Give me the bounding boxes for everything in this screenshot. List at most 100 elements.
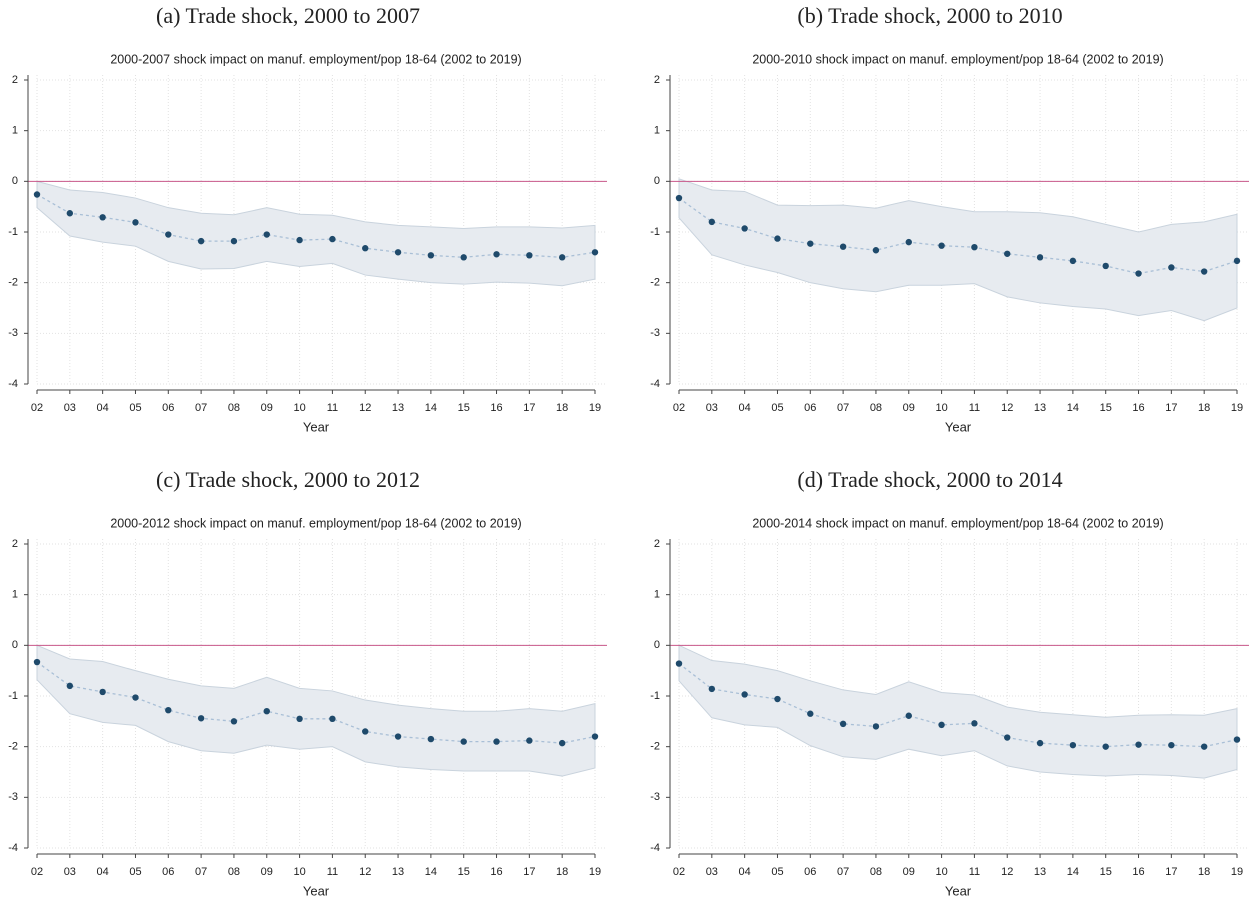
- x-tick-label: 02: [31, 402, 43, 414]
- y-tick-label: 2: [12, 74, 18, 86]
- x-tick-label: 19: [1231, 402, 1243, 414]
- x-tick-label: 03: [64, 866, 76, 878]
- x-tick-label: 17: [1165, 402, 1177, 414]
- estimate-point: [675, 660, 683, 667]
- panel-caption: (a) Trade shock, 2000 to 2007: [156, 3, 420, 28]
- confidence-band: [36, 180, 596, 287]
- x-tick-label: 05: [771, 866, 783, 878]
- y-tick-label: -4: [8, 378, 18, 390]
- estimate-point: [394, 733, 402, 740]
- y-tick-label: -3: [8, 327, 18, 339]
- y-tick-label: 2: [654, 538, 660, 550]
- panel-caption: (c) Trade shock, 2000 to 2012: [156, 467, 420, 492]
- estimate-point: [1004, 734, 1011, 741]
- x-tick-label: 09: [903, 402, 915, 414]
- estimate-point: [526, 737, 533, 744]
- estimate-point: [905, 712, 912, 719]
- estimate-point: [938, 721, 945, 729]
- estimate-point: [741, 225, 748, 232]
- x-tick-label: 18: [1198, 402, 1210, 414]
- x-tick-label: 09: [261, 402, 273, 414]
- x-tick-label: 16: [1132, 866, 1144, 878]
- estimate-point: [1102, 743, 1109, 750]
- x-tick-label: 05: [771, 402, 783, 414]
- y-tick-label: 2: [654, 74, 660, 86]
- estimate-point: [708, 218, 716, 226]
- x-tick-label: 11: [327, 866, 338, 878]
- estimate-point: [197, 237, 205, 245]
- estimate-point: [263, 708, 270, 715]
- estimate-point: [872, 723, 880, 730]
- x-tick-label: 16: [490, 402, 502, 414]
- x-tick-label: 17: [523, 402, 535, 414]
- estimate-point: [362, 728, 369, 735]
- x-axis-label: Year: [945, 883, 972, 898]
- estimate-point: [165, 706, 172, 714]
- estimate-point: [971, 720, 978, 727]
- x-axis-label: Year: [303, 419, 330, 434]
- x-tick-label: 03: [706, 402, 718, 414]
- estimate-point: [66, 682, 74, 690]
- estimate-point: [938, 242, 945, 249]
- x-tick-label: 13: [392, 866, 404, 878]
- x-tick-label: 15: [1100, 402, 1112, 414]
- x-tick-label: 09: [261, 866, 273, 878]
- confidence-band: [678, 178, 1238, 322]
- x-tick-label: 04: [739, 402, 751, 414]
- estimate-point: [1135, 741, 1142, 748]
- x-tick-label: 18: [1198, 866, 1210, 878]
- x-tick-label: 05: [129, 866, 141, 878]
- estimate-point: [905, 238, 912, 246]
- x-tick-label: 11: [327, 402, 338, 414]
- x-tick-label: 10: [293, 866, 305, 878]
- x-tick-label: 12: [1001, 402, 1013, 414]
- estimate-point: [329, 715, 336, 722]
- x-tick-label: 12: [359, 402, 371, 414]
- estimate-point: [33, 191, 41, 198]
- estimate-point: [329, 235, 336, 243]
- x-tick-label: 10: [935, 402, 947, 414]
- estimate-point: [1233, 257, 1241, 265]
- estimate-point: [132, 219, 139, 226]
- x-tick-label: 18: [556, 402, 568, 414]
- y-tick-label: -3: [650, 791, 660, 803]
- x-tick-label: 15: [458, 866, 470, 878]
- estimate-point: [99, 688, 106, 696]
- estimate-point: [427, 252, 435, 259]
- estimate-point: [427, 735, 435, 743]
- x-axis-label: Year: [945, 419, 972, 434]
- x-tick-label: 15: [1100, 866, 1112, 878]
- estimate-point: [263, 231, 270, 238]
- estimate-point: [1004, 250, 1011, 257]
- y-tick-label: -4: [650, 842, 660, 854]
- y-tick-label: 1: [654, 125, 660, 137]
- x-tick-label: 09: [903, 866, 915, 878]
- y-tick-label: -2: [8, 741, 18, 753]
- x-tick-label: 14: [1067, 402, 1079, 414]
- x-tick-label: 07: [837, 402, 849, 414]
- x-tick-label: 08: [228, 402, 240, 414]
- estimate-point: [558, 739, 566, 747]
- x-tick-label: 03: [706, 866, 718, 878]
- y-tick-label: 0: [12, 639, 18, 651]
- x-tick-label: 07: [195, 866, 207, 878]
- y-tick-label: -1: [650, 226, 660, 238]
- estimate-point: [839, 243, 847, 250]
- estimate-point: [872, 247, 880, 254]
- panel-caption: (b) Trade shock, 2000 to 2010: [797, 3, 1062, 28]
- x-tick-label: 13: [1034, 866, 1046, 878]
- x-tick-label: 19: [589, 866, 601, 878]
- y-tick-label: -4: [8, 842, 18, 854]
- x-axis-label: Year: [303, 883, 330, 898]
- y-tick-label: -2: [650, 741, 660, 753]
- y-tick-label: 0: [654, 639, 660, 651]
- y-tick-label: -2: [8, 277, 18, 289]
- x-tick-label: 19: [589, 402, 601, 414]
- x-tick-label: 14: [425, 402, 437, 414]
- y-tick-label: -3: [8, 791, 18, 803]
- estimate-point: [230, 237, 238, 245]
- estimate-point: [807, 240, 814, 247]
- estimate-point: [493, 738, 500, 745]
- estimate-line: [36, 661, 596, 744]
- estimate-point: [1036, 739, 1044, 747]
